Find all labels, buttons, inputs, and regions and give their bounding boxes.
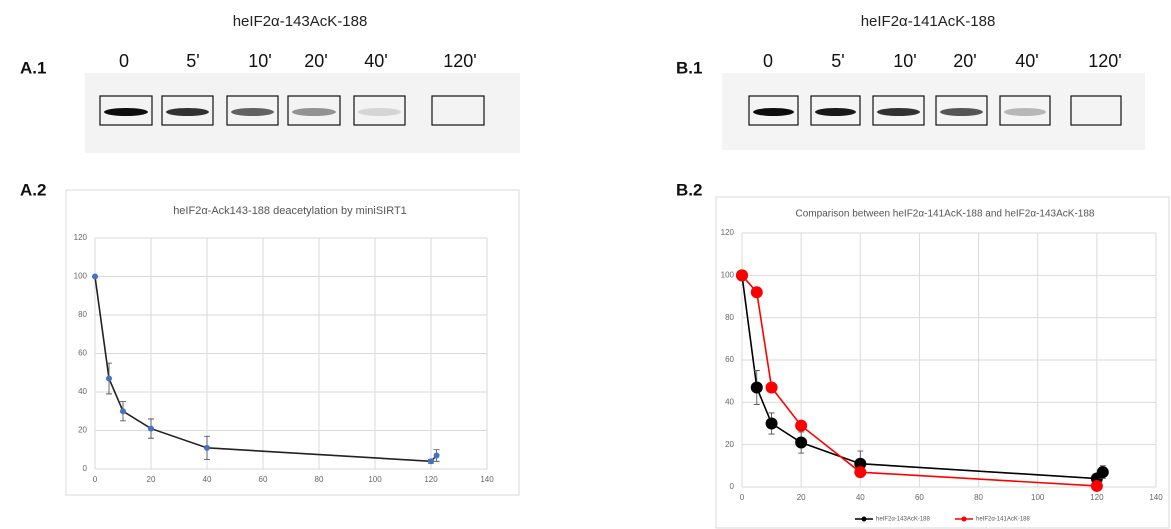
y-tick-label: 60 bbox=[78, 349, 87, 358]
x-tick-label: 100 bbox=[1031, 493, 1045, 502]
y-tick-label: 100 bbox=[721, 270, 735, 279]
data-point bbox=[106, 375, 112, 382]
band bbox=[815, 108, 856, 116]
lane-box bbox=[935, 95, 988, 126]
y-tick-label: 20 bbox=[725, 440, 734, 449]
lane-label: 40' bbox=[1015, 51, 1038, 71]
panel-label: A.1 bbox=[20, 58, 46, 77]
x-tick-label: 80 bbox=[974, 493, 983, 502]
x-tick-label: 20 bbox=[797, 493, 806, 502]
lane-label: 5' bbox=[831, 51, 844, 71]
y-tick-label: 100 bbox=[74, 272, 88, 281]
y-tick-label: 0 bbox=[83, 464, 88, 473]
lane-box bbox=[1070, 95, 1122, 126]
lane-label: 0 bbox=[119, 51, 129, 71]
chart-title: heIF2α-Ack143-188 deacetylation by miniS… bbox=[173, 205, 407, 217]
legend-marker bbox=[961, 516, 967, 522]
data-point bbox=[854, 457, 867, 470]
data-point bbox=[750, 381, 763, 394]
panel-label: A.2 bbox=[20, 180, 46, 199]
x-tick-label: 40 bbox=[203, 475, 212, 484]
chart-frame bbox=[65, 189, 520, 496]
data-point bbox=[428, 458, 434, 465]
blot-title: heIF2α-143AcK-188 bbox=[233, 13, 368, 30]
lane-label: 5' bbox=[186, 51, 199, 71]
lane-label: 120' bbox=[1088, 51, 1121, 71]
y-tick-label: 60 bbox=[725, 355, 734, 364]
y-tick-label: 40 bbox=[78, 387, 87, 396]
band bbox=[166, 108, 209, 116]
y-tick-label: 80 bbox=[78, 310, 87, 319]
band bbox=[358, 108, 401, 116]
data-point bbox=[765, 417, 778, 430]
x-tick-label: 100 bbox=[368, 475, 382, 484]
x-tick-label: 120 bbox=[1090, 493, 1104, 502]
lane-label: 10' bbox=[248, 51, 271, 71]
band bbox=[231, 108, 274, 116]
x-tick-label: 20 bbox=[147, 475, 156, 484]
y-tick-label: 120 bbox=[74, 233, 88, 242]
data-point bbox=[148, 425, 154, 432]
panel-label: B.1 bbox=[676, 58, 702, 77]
band bbox=[292, 108, 336, 116]
data-point bbox=[433, 452, 440, 459]
data-point bbox=[1090, 479, 1103, 492]
lane-label: 10' bbox=[893, 51, 916, 71]
band bbox=[940, 108, 983, 116]
x-tick-label: 80 bbox=[315, 475, 324, 484]
data-point bbox=[1096, 466, 1109, 479]
lane-label: 0 bbox=[763, 51, 773, 71]
data-point bbox=[120, 408, 126, 415]
chart-title: Comparison between heIF2α-141AcK-188 and… bbox=[796, 209, 1095, 220]
blot-title: heIF2α-141AcK-188 bbox=[861, 13, 996, 30]
lane-box bbox=[872, 95, 925, 126]
lane-label: 40' bbox=[364, 51, 387, 71]
band bbox=[1004, 108, 1046, 116]
lane-box bbox=[431, 95, 485, 126]
blot-background bbox=[85, 73, 520, 153]
data-point bbox=[795, 436, 808, 449]
x-tick-label: 0 bbox=[93, 475, 98, 484]
data-point bbox=[750, 286, 763, 299]
lane-box bbox=[810, 95, 861, 126]
lane-box bbox=[99, 95, 153, 126]
band bbox=[753, 108, 794, 116]
lane-label: 120' bbox=[443, 51, 476, 71]
legend-marker bbox=[861, 516, 867, 522]
y-tick-label: 40 bbox=[725, 397, 734, 406]
panel-label: B.2 bbox=[676, 180, 702, 199]
data-point bbox=[204, 444, 210, 451]
x-tick-label: 140 bbox=[480, 475, 494, 484]
x-tick-label: 0 bbox=[740, 493, 745, 502]
data-point bbox=[765, 381, 778, 394]
lane-box bbox=[287, 95, 341, 126]
lane-box bbox=[353, 95, 406, 126]
lane-box bbox=[161, 95, 214, 126]
y-tick-label: 120 bbox=[721, 228, 735, 237]
data-point bbox=[92, 273, 98, 280]
data-point bbox=[854, 466, 867, 479]
data-point bbox=[736, 269, 748, 282]
data-point bbox=[795, 419, 808, 432]
lane-label: 20' bbox=[304, 51, 327, 71]
y-tick-label: 0 bbox=[730, 482, 735, 491]
band bbox=[877, 108, 920, 116]
x-tick-label: 60 bbox=[915, 493, 924, 502]
legend-label: heIF2α-141AcK-188 bbox=[976, 517, 1030, 523]
chart-frame bbox=[715, 196, 1170, 529]
x-tick-label: 120 bbox=[424, 475, 438, 484]
x-tick-label: 60 bbox=[259, 475, 268, 484]
legend-label: heIF2α-143AcK-188 bbox=[876, 517, 930, 523]
x-tick-label: 140 bbox=[1149, 493, 1163, 502]
lane-box bbox=[748, 95, 799, 126]
x-tick-label: 40 bbox=[856, 493, 865, 502]
lane-label: 20' bbox=[953, 51, 976, 71]
lane-box bbox=[226, 95, 279, 126]
lane-box bbox=[999, 95, 1051, 126]
band bbox=[104, 108, 148, 116]
y-tick-label: 80 bbox=[725, 313, 734, 322]
y-tick-label: 20 bbox=[78, 426, 87, 435]
